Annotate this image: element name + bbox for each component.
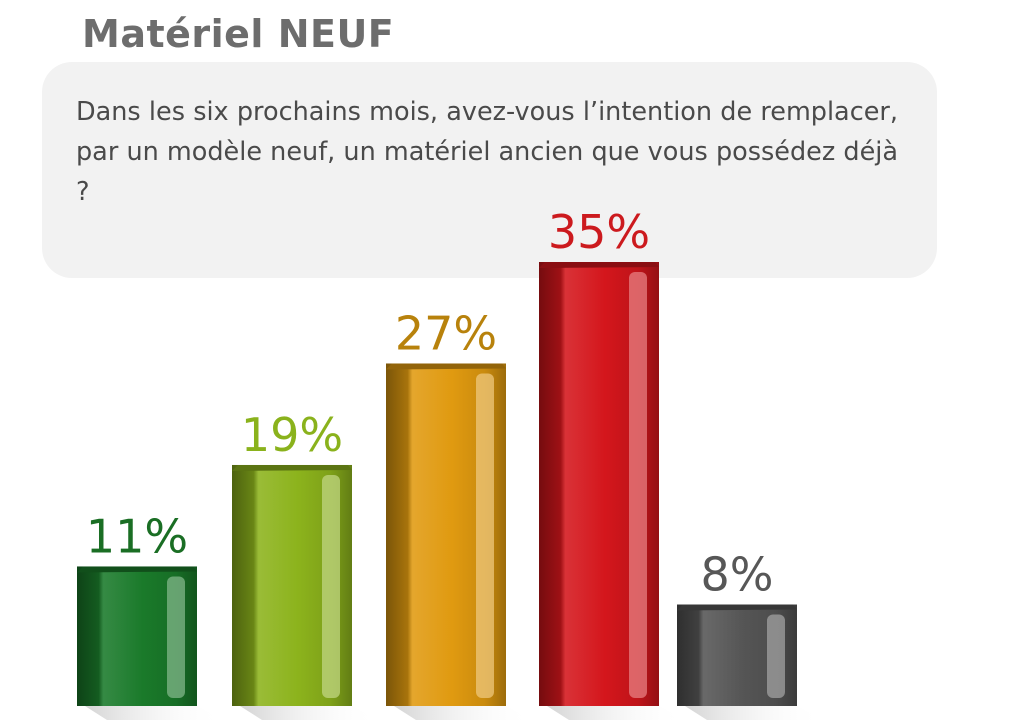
bar-value-label: 11% — [86, 509, 188, 563]
bar — [539, 262, 659, 706]
bar-highlight — [322, 474, 340, 698]
bar-shadow — [685, 706, 823, 720]
bar-top-cap — [677, 604, 797, 611]
bar — [232, 464, 352, 706]
bar-shadow — [240, 706, 378, 720]
bar-highlight — [767, 614, 785, 698]
bar-value-label: 35% — [548, 205, 650, 259]
bar-shadow — [547, 706, 685, 720]
bar-top-cap — [77, 566, 197, 573]
bar-value-label: 8% — [701, 548, 774, 602]
question-box — [42, 62, 937, 278]
bar-highlight — [167, 576, 185, 698]
bar-value-label: 27% — [395, 306, 497, 360]
bar-value-label: 19% — [241, 408, 343, 462]
bar-top-cap — [232, 464, 352, 471]
chart-title: Matériel NEUF — [82, 12, 395, 56]
bar-top-cap — [386, 363, 506, 370]
bar — [677, 604, 797, 706]
bar-top-cap — [539, 262, 659, 268]
bar-highlight — [476, 373, 494, 698]
bar — [386, 363, 506, 706]
question-text: Dans les six prochains mois, avez-vous l… — [76, 97, 898, 207]
bar-shadow — [394, 706, 532, 720]
bar — [77, 566, 197, 706]
bar-shadow — [85, 706, 223, 720]
bar-highlight — [629, 272, 647, 698]
